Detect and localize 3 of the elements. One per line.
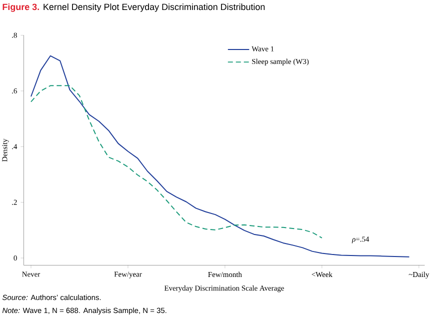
chart-subtitle: Kernel Density Plot Everyday Discrimination Distribution: [44, 3, 265, 12]
line-series: [30, 55, 410, 258]
chart-title: Figure 3.: [2, 3, 39, 12]
